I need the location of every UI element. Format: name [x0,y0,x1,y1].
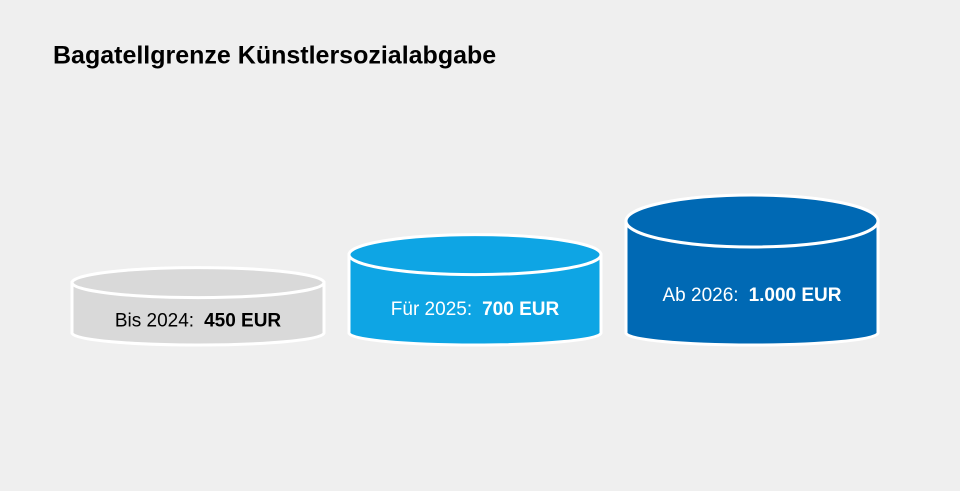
cylinder-label: Ab 2026: 1.000 EUR [662,285,841,306]
cylinder-top [347,233,603,277]
value-label: 700 EUR [482,299,559,320]
value-label: 450 EUR [204,310,281,331]
value-label: 1.000 EUR [749,285,842,306]
cylinder-label: Bis 2024: 450 EUR [115,310,282,331]
cylinder-label: Für 2025: 700 EUR [391,299,560,320]
category-label: Ab 2026: [662,285,738,306]
cylinder-body [70,281,326,347]
cylinder-body [347,253,603,347]
category-label: Für 2025: [391,299,472,320]
cylinder-body [624,219,880,347]
cylinder-top [624,193,880,249]
category-label: Bis 2024: [115,310,194,331]
chart-title: Bagatellgrenze Künstlersozialabgabe [53,42,496,70]
cylinder-top [70,266,326,300]
